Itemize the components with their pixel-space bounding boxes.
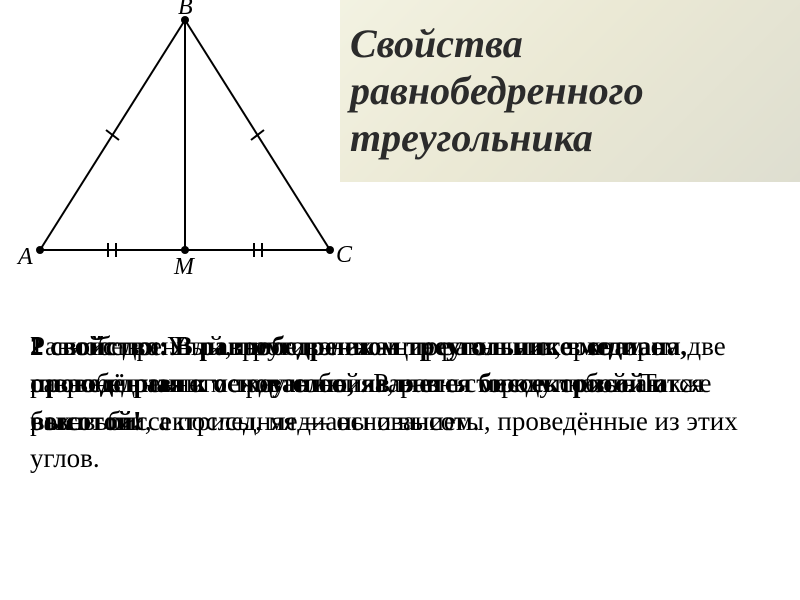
vertex-C-dot bbox=[326, 246, 334, 254]
overlapping-text-block: 1 свойство: Углы, противолежащие равным … bbox=[30, 328, 770, 568]
text-layer-3: 2 свойство: В равнобедренном треугольник… bbox=[30, 328, 770, 440]
top-row: A B C M Свойства равнобедренного треугол… bbox=[0, 0, 800, 310]
title-panel: Свойства равнобедренного треугольника bbox=[340, 0, 800, 182]
label-C: C bbox=[336, 242, 352, 269]
page-title: Свойства равнобедренного треугольника bbox=[350, 20, 782, 162]
triangle-diagram: A B C M bbox=[0, 0, 340, 280]
label-M: M bbox=[174, 254, 194, 281]
vertex-A-dot bbox=[36, 246, 44, 254]
label-B: B bbox=[178, 0, 193, 21]
tick-AB bbox=[106, 130, 119, 140]
label-A: A bbox=[18, 244, 33, 271]
triangle-svg bbox=[0, 0, 340, 280]
tick-BC bbox=[251, 130, 264, 140]
vertex-M-dot bbox=[181, 246, 189, 254]
